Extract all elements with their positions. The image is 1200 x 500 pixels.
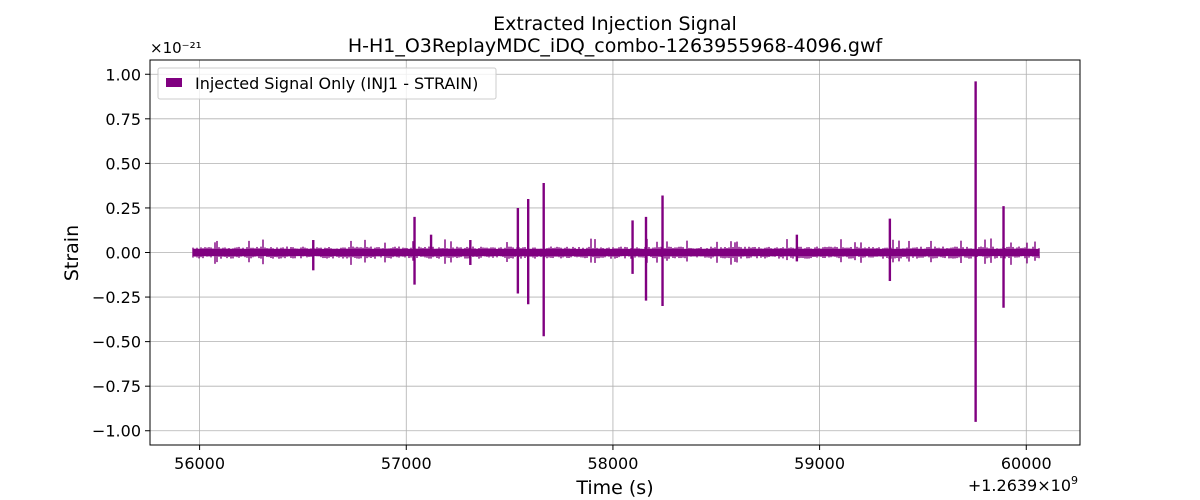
chart-subtitle: H-H1_O3ReplayMDC_iDQ_combo-1263955968-40… [348, 35, 884, 57]
x-tick-label: 57000 [381, 454, 432, 473]
y-tick-label: −0.50 [92, 333, 141, 352]
legend: Injected Signal Only (INJ1 - STRAIN) [157, 67, 497, 100]
y-tick-label: 0.25 [105, 199, 141, 218]
x-axis-label: Time (s) [575, 477, 653, 499]
x-tick-label: 56000 [174, 454, 225, 473]
legend-box [157, 67, 497, 100]
y-tick-label: −0.25 [92, 288, 141, 307]
axis-ticks: 56000 57000 58000 59000 60000 1.00 0.75 0.50 0.2… [92, 65, 1052, 473]
y-tick-label: 0.50 [105, 154, 141, 173]
x-offset-label: +1.2639×109 [968, 474, 1078, 495]
legend-label: Injected Signal Only (INJ1 - STRAIN) [195, 74, 478, 93]
y-tick-label: 0.75 [105, 110, 141, 129]
y-tick-label: −0.75 [92, 377, 141, 396]
legend-swatch [166, 78, 182, 87]
x-tick-label: 59000 [794, 454, 845, 473]
signal-baseline-band [192, 248, 1040, 257]
y-tick-label: −1.00 [92, 422, 141, 441]
y-axis-label: Strain [61, 225, 83, 281]
x-tick-label: 60000 [1001, 454, 1052, 473]
x-tick-label: 58000 [587, 454, 638, 473]
y-tick-label: 1.00 [105, 65, 141, 84]
plot-area [192, 81, 1040, 422]
chart-title: Extracted Injection Signal [493, 13, 737, 35]
y-tick-label: 0.00 [105, 244, 141, 263]
y-exponent-label: ×10⁻²¹ [150, 39, 202, 57]
